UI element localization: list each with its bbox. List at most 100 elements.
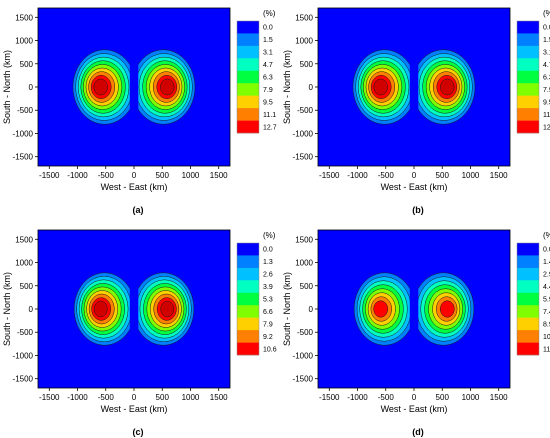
colorbar-level-label: 0.0 [543, 247, 550, 254]
colorbar-level-label: 0.0 [263, 25, 273, 32]
panel-b: -1500 -1000 -500 0 500 1000 1500 1500 1000 500 0 -5… [282, 7, 550, 215]
colorbar-level-label: 6.3 [263, 75, 273, 82]
x-tick-label: 500 [156, 393, 170, 402]
contour-band-lobe1-level9 [93, 78, 108, 96]
y-tick-label: 0 [309, 305, 314, 314]
colorbar-swatch [237, 95, 259, 109]
y-tick-label: -1000 [13, 351, 34, 360]
colorbar-swatch [237, 292, 259, 306]
colorbar-swatch [517, 58, 539, 71]
colorbar-swatch [237, 120, 259, 134]
colorbar-swatch [237, 330, 259, 343]
colorbar-level-label: 9.5 [263, 99, 273, 106]
colorbar-swatch [517, 342, 539, 356]
colorbar-level-label: 1.5 [263, 37, 273, 44]
y-tick-label: -1500 [293, 153, 314, 162]
y-tick-label: 1500 [295, 13, 313, 22]
colorbar-swatch [517, 108, 539, 121]
x-tick-label: -500 [98, 393, 115, 402]
colorbar-level-label: 6.6 [263, 309, 273, 316]
x-tick-label: 1500 [210, 171, 228, 180]
colorbar-swatch [237, 58, 259, 71]
colorbar-swatch [237, 108, 259, 121]
colorbar-level-label: 1.5 [543, 37, 550, 44]
contour-band-lobe1-level8 [373, 300, 388, 318]
contour-field [73, 230, 195, 388]
panel-c: -1500 -1000 -500 0 500 1000 1500 1500 1000 500 0 -5… [2, 229, 277, 437]
colorbar-level-label: 7.4 [543, 309, 550, 316]
colorbar-level-label: 11.1 [543, 112, 550, 119]
colorbar-level-label: 4.4 [543, 284, 550, 291]
contour-field [72, 8, 196, 166]
colorbar-unit: (%) [543, 9, 550, 18]
colorbar-swatch [517, 317, 539, 331]
colorbar-swatch [517, 83, 539, 96]
center-gap [129, 8, 139, 166]
colorbar-swatch [237, 255, 259, 269]
colorbar-swatch [517, 70, 539, 84]
x-tick-label: -1000 [67, 393, 88, 402]
x-tick-label: 0 [132, 393, 137, 402]
colorbar-swatch [517, 95, 539, 109]
y-tick-label: 0 [29, 305, 34, 314]
colorbar-level-label: 7.9 [543, 87, 550, 94]
colorbar-level-label: 0.0 [543, 25, 550, 32]
colorbar-swatch [517, 243, 539, 256]
x-tick-label: 1000 [462, 393, 480, 402]
colorbar-level-label: 7.9 [263, 87, 273, 94]
y-tick-label: 500 [20, 60, 34, 69]
colorbar-level-label: 2.9 [543, 272, 550, 279]
colorbar-swatch [237, 33, 259, 47]
colorbar-level-label: 2.6 [263, 272, 273, 279]
y-tick-label: -500 [17, 328, 34, 337]
colorbar-swatch [237, 280, 259, 293]
colorbar-frame [236, 20, 260, 134]
colorbar-level-label: 3.1 [263, 50, 273, 57]
colorbar-swatch [237, 305, 259, 318]
x-tick-label: -1000 [347, 393, 368, 402]
x-tick-label: -1500 [319, 393, 340, 402]
x-tick-label: -1500 [39, 393, 60, 402]
x-tick-label: 1000 [182, 393, 200, 402]
colorbar-level-label: 0.0 [263, 247, 273, 254]
colorbar-swatch [517, 45, 539, 59]
x-tick-label: -1000 [347, 171, 368, 180]
colorbar-frame [516, 20, 540, 134]
panel-label: (d) [412, 427, 424, 437]
x-axis-label: West - East (km) [381, 404, 448, 414]
colorbar-swatch [517, 330, 539, 343]
colorbar-swatch [517, 280, 539, 293]
colorbar-unit: (%) [263, 9, 276, 18]
y-tick-label: 500 [300, 60, 314, 69]
x-axis-label: West - East (km) [101, 182, 168, 192]
y-tick-label: 1500 [15, 235, 33, 244]
colorbar-level-label: 12.7 [543, 124, 550, 131]
x-tick-label: -1500 [319, 171, 340, 180]
contour-band-lobe2-level9 [160, 300, 175, 318]
y-tick-label: 1500 [295, 235, 313, 244]
colorbar-swatch [237, 70, 259, 84]
x-tick-label: 500 [156, 171, 170, 180]
y-tick-label: -1000 [13, 129, 34, 138]
colorbar-level-label: 6.3 [543, 75, 550, 82]
x-tick-label: 1500 [490, 171, 508, 180]
y-tick-label: -1500 [293, 375, 314, 384]
colorbar-swatch [517, 255, 539, 269]
x-tick-label: 1000 [462, 171, 480, 180]
x-tick-label: 500 [436, 171, 450, 180]
y-tick-label: -1500 [13, 153, 34, 162]
contour-field [352, 8, 476, 166]
center-gap [409, 8, 419, 166]
y-tick-label: -1500 [13, 375, 34, 384]
colorbar-level-label: 9.2 [263, 334, 273, 341]
contour-band-lobe1-level9 [93, 300, 108, 318]
y-tick-label: -1000 [293, 129, 314, 138]
x-tick-label: -1000 [67, 171, 88, 180]
x-tick-label: 1000 [182, 171, 200, 180]
colorbar-level-label: 4.7 [543, 62, 550, 69]
y-axis-label: South - North (km) [282, 272, 292, 346]
colorbar-swatch [517, 120, 539, 134]
colorbar-level-label: 1.4 [543, 259, 550, 266]
colorbar-swatch [237, 342, 259, 356]
